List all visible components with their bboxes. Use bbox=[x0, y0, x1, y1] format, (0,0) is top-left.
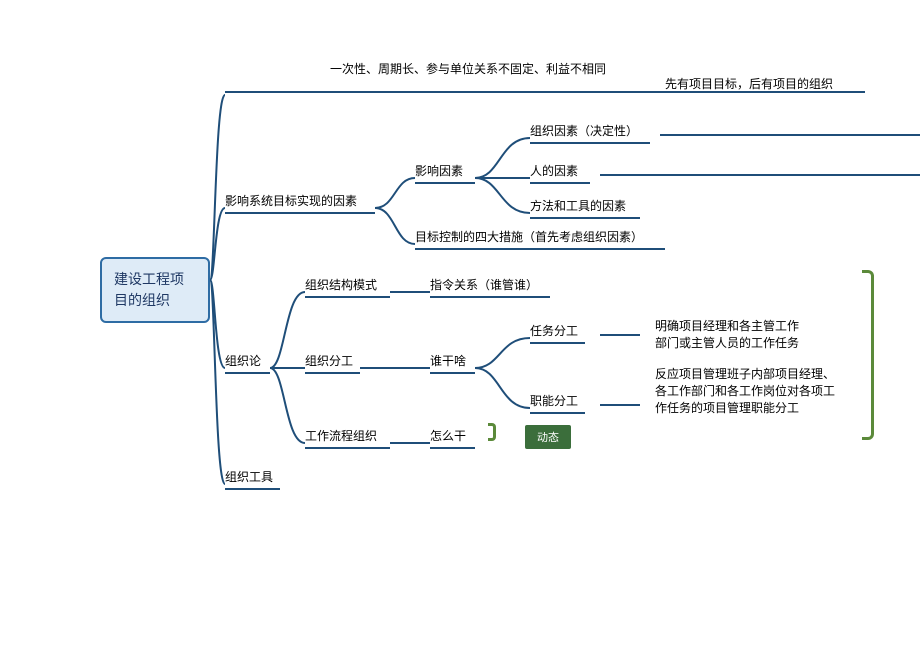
node-n_yingxiang[interactable]: 影响系统目标实现的因素 bbox=[225, 192, 375, 214]
node-n_shuigansha[interactable]: 谁干啥 bbox=[430, 352, 475, 374]
node-label-text: 组织因素（决定性） bbox=[530, 124, 638, 138]
node-n_line_ext5 bbox=[600, 322, 640, 336]
node-n_zuzhi_fengong[interactable]: 组织分工 bbox=[305, 352, 360, 374]
node-label-text: 目标控制的四大措施（首先考虑组织因素） bbox=[415, 230, 643, 244]
node-label-text: 方法和工具的因素 bbox=[530, 199, 626, 213]
node-label-text: 组织结构模式 bbox=[305, 278, 377, 292]
root-node[interactable]: 建设工程项目的组织 bbox=[100, 257, 210, 323]
node-label-text: 影响因素 bbox=[415, 164, 463, 178]
node-label-text: 指令关系（谁管谁） bbox=[430, 278, 538, 292]
node-label-text: 任务分工 bbox=[530, 324, 578, 338]
node-n_zhineng_fengong[interactable]: 职能分工 bbox=[530, 392, 585, 414]
node-label-text: 人的因素 bbox=[530, 164, 578, 178]
annotation-func-detail: 反应项目管理班子内部项目经理、 各工作部门和各工作岗位对各项工 作任务的项目管理… bbox=[655, 366, 835, 416]
node-n_liucheng[interactable]: 工作流程组织 bbox=[305, 427, 390, 449]
node-n_line_ext1 bbox=[660, 122, 920, 136]
node-label-text: 组织论 bbox=[225, 354, 261, 368]
node-n_fangfa_yinsu[interactable]: 方法和工具的因素 bbox=[530, 197, 640, 219]
node-label-text: 职能分工 bbox=[530, 394, 578, 408]
node-n_top_branch bbox=[225, 79, 865, 93]
node-n_ren_yinsu[interactable]: 人的因素 bbox=[530, 162, 590, 184]
node-label-text: 影响系统目标实现的因素 bbox=[225, 194, 357, 208]
node-n_zuzhi_gongju[interactable]: 组织工具 bbox=[225, 468, 280, 490]
root-node-label: 建设工程项目的组织 bbox=[114, 271, 184, 308]
node-n_zuzhilun[interactable]: 组织论 bbox=[225, 352, 270, 374]
node-n_yingxiang_yinsu[interactable]: 影响因素 bbox=[415, 162, 475, 184]
node-n_zhiling[interactable]: 指令关系（谁管谁） bbox=[430, 276, 550, 298]
node-label-text: 怎么干 bbox=[430, 429, 466, 443]
node-n_jiegou_moshi[interactable]: 组织结构模式 bbox=[305, 276, 390, 298]
node-n_zuzhi_yinsu[interactable]: 组织因素（决定性） bbox=[530, 122, 650, 144]
bracket-small bbox=[488, 423, 496, 441]
bracket-large bbox=[862, 270, 874, 440]
node-label-text: 工作流程组织 bbox=[305, 429, 377, 443]
annotation-task-detail: 明确项目经理和各主管工作 部门或主管人员的工作任务 bbox=[655, 318, 799, 352]
node-label-text: 组织分工 bbox=[305, 354, 353, 368]
node-n_zenmegan[interactable]: 怎么干 bbox=[430, 427, 475, 449]
node-label-text: 谁干啥 bbox=[430, 354, 466, 368]
node-n_line_ext2 bbox=[600, 162, 920, 176]
annotation-top1: 一次性、周期长、参与单位关系不固定、利益不相同 bbox=[330, 60, 606, 77]
node-n_mubiao_kongzhi[interactable]: 目标控制的四大措施（首先考虑组织因素） bbox=[415, 228, 665, 250]
node-n_line_ext6 bbox=[600, 392, 640, 406]
badge-dynamic[interactable]: 动态 bbox=[525, 425, 571, 449]
node-label-text: 组织工具 bbox=[225, 470, 273, 484]
node-n_renwu_fengong[interactable]: 任务分工 bbox=[530, 322, 585, 344]
